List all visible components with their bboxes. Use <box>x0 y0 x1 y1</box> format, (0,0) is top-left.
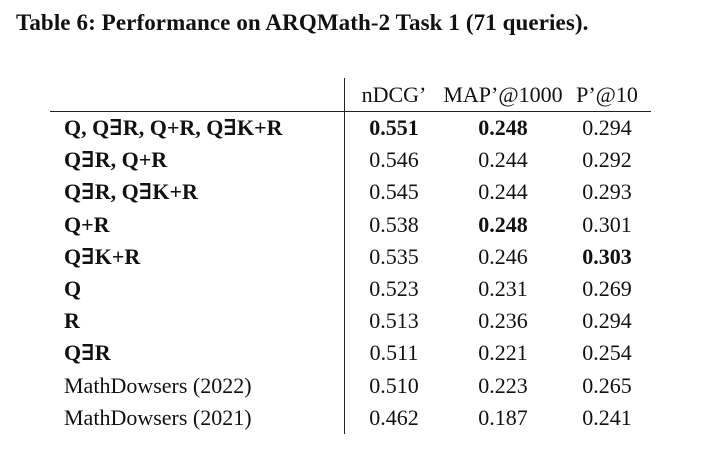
method-cell: Q∃R <box>50 337 345 370</box>
ndcg-cell: 0.535 <box>369 243 419 269</box>
method-cell: Q, Q∃R, Q+R, Q∃K+R <box>50 111 345 145</box>
header-row: nDCG’ MAP’@1000 P’@10 <box>50 78 651 112</box>
p10-cell: 0.293 <box>582 179 632 205</box>
p10-cell: 0.294 <box>582 308 632 334</box>
ndcg-cell: 0.523 <box>369 276 419 302</box>
map-cell: 0.231 <box>478 276 528 302</box>
ndcg-cell: 0.545 <box>369 179 419 205</box>
method-cell: MathDowsers (2022) <box>50 369 345 402</box>
table-row: Q 0.523 0.231 0.269 <box>50 272 651 306</box>
map-cell: 0.244 <box>478 179 528 205</box>
map-cell: 0.248 <box>478 115 528 141</box>
table-row: MathDowsers (2021) 0.462 0.187 0.241 <box>50 401 651 434</box>
ndcg-cell: 0.513 <box>369 308 419 334</box>
p10-cell: 0.303 <box>582 243 632 269</box>
p10-cell: 0.269 <box>582 276 632 302</box>
ndcg-cell: 0.546 <box>369 147 419 173</box>
table-row: Q∃K+R 0.535 0.246 0.303 <box>50 240 651 273</box>
method-cell: MathDowsers (2021) <box>50 401 345 434</box>
method-cell: R <box>50 305 345 338</box>
ndcg-cell: 0.462 <box>369 404 419 430</box>
p10-cell: 0.265 <box>582 372 632 398</box>
method-cell: Q∃R, Q∃K+R <box>50 176 345 209</box>
map-cell: 0.248 <box>478 211 528 237</box>
table-row: R 0.513 0.236 0.294 <box>50 305 651 338</box>
method-cell: Q∃K+R <box>50 240 345 273</box>
table-row: Q∃R, Q+R 0.546 0.244 0.292 <box>50 144 651 177</box>
p10-cell: 0.292 <box>582 147 632 173</box>
p10-cell: 0.241 <box>582 404 632 430</box>
p10-cell: 0.294 <box>582 115 632 141</box>
map-cell: 0.187 <box>478 404 528 430</box>
header-method <box>50 78 345 112</box>
header-ndcg: nDCG’ <box>344 78 443 112</box>
map-cell: 0.223 <box>478 372 528 398</box>
map-cell: 0.236 <box>478 308 528 334</box>
ndcg-cell: 0.538 <box>369 211 419 237</box>
table-row: Q+R 0.538 0.248 0.301 <box>50 208 651 241</box>
ndcg-cell: 0.510 <box>369 372 419 398</box>
p10-cell: 0.301 <box>582 211 632 237</box>
table-caption: Table 6: Performance on ARQMath-2 Task 1… <box>16 10 589 35</box>
results-table: nDCG’ MAP’@1000 P’@10 Q, Q∃R, Q+R, Q∃K+R… <box>50 78 651 434</box>
map-cell: 0.244 <box>478 147 528 173</box>
method-cell: Q∃R, Q+R <box>50 144 345 177</box>
method-cell: Q <box>50 272 345 306</box>
table-row: Q, Q∃R, Q+R, Q∃K+R 0.551 0.248 0.294 <box>50 111 651 145</box>
ndcg-cell: 0.551 <box>369 115 419 141</box>
header-p10: P’@10 <box>563 78 651 112</box>
table-row: Q∃R, Q∃K+R 0.545 0.244 0.293 <box>50 176 651 209</box>
ndcg-cell: 0.511 <box>369 340 419 366</box>
table-row: Q∃R 0.511 0.221 0.254 <box>50 337 651 370</box>
header-map: MAP’@1000 <box>443 78 563 112</box>
method-cell: Q+R <box>50 208 345 241</box>
table-row: MathDowsers (2022) 0.510 0.223 0.265 <box>50 369 651 402</box>
p10-cell: 0.254 <box>582 340 632 366</box>
map-cell: 0.221 <box>478 340 528 366</box>
map-cell: 0.246 <box>478 243 528 269</box>
